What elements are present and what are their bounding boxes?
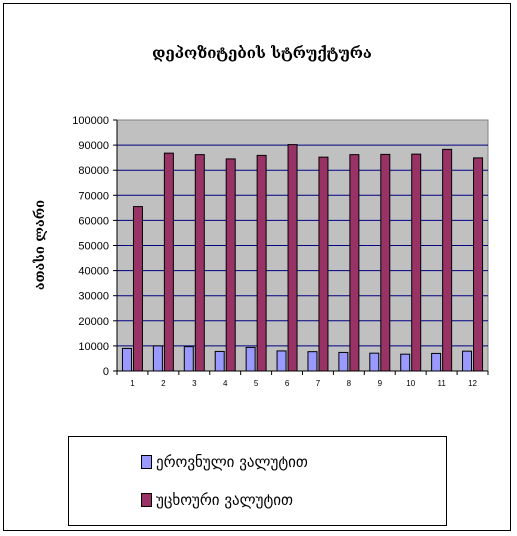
y-tick-label: 20000	[78, 316, 109, 328]
y-ticks: 0 10000 20000 30000 40000 50000 60000 70000 8000…	[72, 115, 117, 378]
x-tick-label: 12	[468, 379, 477, 388]
legend-swatch-foreign	[141, 493, 152, 507]
x-tick-label: 5	[254, 379, 259, 388]
bar-foreign	[349, 154, 360, 372]
bar-national	[121, 347, 132, 372]
legend-item-national: ეროვნული ვალუტით	[141, 450, 308, 474]
bar-national	[431, 352, 442, 372]
y-tick-label: 100000	[72, 115, 109, 127]
bar-foreign	[256, 154, 267, 372]
legend: ეროვნული ვალუტით უცხოური ვალუტით	[68, 436, 447, 526]
legend-label-national: ეროვნული ვალუტით	[156, 453, 308, 471]
x-tick-label: 4	[223, 379, 228, 388]
bar-foreign	[473, 157, 484, 372]
x-tick-label: 3	[192, 379, 197, 388]
bar-national	[307, 351, 318, 372]
bar-national	[152, 345, 163, 372]
y-tick-label: 0	[103, 366, 109, 378]
bar-foreign	[194, 154, 205, 372]
bar-foreign	[225, 158, 236, 372]
bar-national	[245, 346, 256, 372]
bar-foreign	[318, 156, 329, 372]
y-axis-label: ათასი ლარი	[33, 200, 48, 290]
y-tick-label: 30000	[78, 291, 109, 303]
bar-national	[214, 350, 225, 372]
y-tick-label: 40000	[78, 266, 109, 278]
bar-foreign	[442, 148, 453, 372]
x-tick-label: 6	[285, 379, 290, 388]
y-tick-label: 10000	[78, 341, 109, 353]
y-tick-label: 90000	[78, 140, 109, 152]
legend-label-foreign: უცხოური ვალუტით	[156, 491, 294, 509]
x-tick-label: 10	[406, 379, 415, 388]
y-tick-label: 70000	[78, 190, 109, 202]
bar-foreign	[132, 206, 143, 372]
legend-swatch-national	[141, 455, 152, 469]
chart-title: დეპოზიტების სტრუქტურა	[152, 44, 372, 62]
bar-national	[276, 350, 287, 372]
legend-item-foreign: უცხოური ვალუტით	[141, 488, 293, 512]
x-tick-label: 8	[347, 379, 352, 388]
bar-national	[183, 346, 194, 372]
bar-foreign	[287, 144, 298, 372]
bars	[121, 144, 484, 372]
x-tick-label: 1	[130, 379, 135, 388]
bar-foreign	[163, 152, 174, 372]
bar-national	[400, 353, 411, 372]
bar-national	[338, 351, 349, 372]
y-tick-label: 50000	[78, 241, 109, 253]
bar-national	[462, 350, 473, 372]
bar-foreign	[411, 153, 422, 372]
x-tick-label: 2	[161, 379, 166, 388]
gridlines	[117, 144, 488, 347]
y-tick-label: 80000	[78, 165, 109, 177]
x-tick-label: 11	[437, 379, 446, 388]
x-tick-label: 7	[316, 379, 321, 388]
x-ticks: 1 2 3 4 5 6 7 8 9 10 11 12	[116, 371, 489, 388]
bar-foreign	[380, 153, 391, 372]
bar-national	[369, 352, 380, 372]
y-tick-label: 60000	[78, 215, 109, 227]
x-tick-label: 9	[378, 379, 383, 388]
